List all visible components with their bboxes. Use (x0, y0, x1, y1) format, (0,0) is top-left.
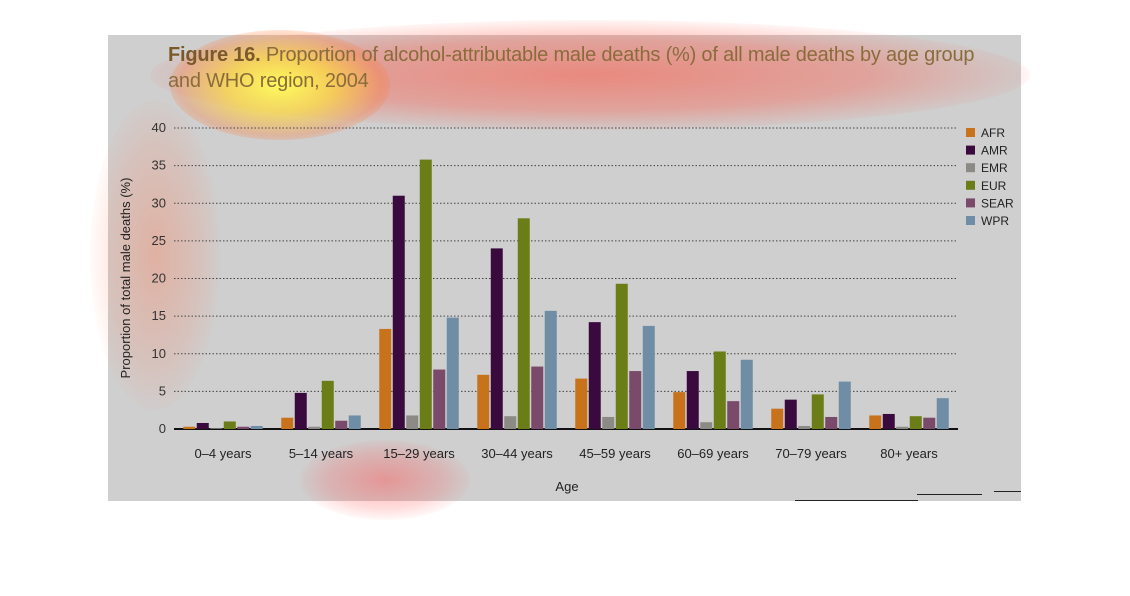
bar-amr (882, 413, 895, 429)
y-tick-label: 30 (152, 195, 166, 210)
bar-afr (575, 378, 588, 429)
bar-eur (419, 159, 432, 430)
legend-label: AFR (981, 126, 1005, 140)
bar-wpr (348, 415, 361, 429)
legend-swatch (966, 216, 975, 225)
legend-label: AMR (981, 144, 1008, 158)
figure-caption: Proportion of alcohol-attributable male … (168, 44, 975, 92)
bar-amr (490, 248, 503, 429)
bar-afr (183, 426, 196, 429)
legend-label: EUR (981, 179, 1007, 193)
legend-swatch (966, 198, 975, 208)
bar-eur (615, 283, 628, 429)
bar-emr (210, 428, 223, 429)
x-tick-label: 45–59 years (579, 446, 651, 461)
bar-amr (294, 392, 307, 429)
y-tick-label: 10 (152, 346, 166, 361)
bar-sear (237, 426, 250, 429)
y-tick-label: 15 (152, 308, 166, 323)
legend-swatch (966, 128, 975, 137)
bar-wpr (838, 381, 851, 429)
bar-amr (784, 399, 797, 429)
y-tick-label: 35 (152, 158, 166, 173)
bar-wpr (446, 317, 459, 429)
bar-eur (321, 380, 334, 429)
legend-label: WPR (981, 214, 1009, 228)
bar-sear (531, 366, 544, 429)
bar-wpr (544, 310, 557, 429)
x-tick-label: 70–79 years (775, 446, 847, 461)
legend-swatch (966, 145, 975, 155)
bar-amr (686, 371, 699, 429)
y-tick-label: 25 (152, 233, 166, 248)
figure-label: Figure 16. (168, 44, 261, 66)
bar-emr (602, 416, 615, 429)
bar-sear (629, 371, 642, 429)
x-tick-label: 0–4 years (194, 446, 252, 461)
bar-eur (223, 421, 236, 429)
bar-afr (673, 392, 686, 429)
legend-label: EMR (981, 161, 1008, 175)
bar-emr (798, 425, 811, 429)
bar-eur (517, 218, 530, 429)
legend-label: SEAR (981, 196, 1014, 210)
y-tick-label: 40 (152, 120, 166, 135)
y-tick-label: 5 (159, 383, 166, 398)
bar-afr (869, 415, 882, 429)
bar-amr (196, 422, 209, 429)
bar-sear (335, 420, 348, 429)
y-axis-label: Proportion of total male deaths (%) (118, 178, 133, 379)
bar-sear (433, 369, 446, 429)
x-axis-label: Age (555, 479, 578, 494)
bar-emr (700, 422, 713, 429)
bar-emr (308, 426, 321, 429)
chart-title: Figure 16. Proportion of alcohol-attribu… (168, 42, 988, 94)
bar-wpr (250, 425, 263, 429)
y-tick-label: 20 (152, 271, 166, 286)
x-tick-label: 15–29 years (383, 446, 455, 461)
y-tick-label: 0 (159, 421, 166, 436)
decorative-line (917, 494, 982, 495)
bar-emr (504, 416, 517, 429)
bar-sear (923, 417, 936, 429)
bar-sear (727, 401, 740, 429)
bar-eur (909, 416, 922, 429)
x-tick-label: 30–44 years (481, 446, 553, 461)
x-tick-label: 80+ years (880, 446, 938, 461)
bar-emr (896, 426, 909, 429)
decorative-line (795, 500, 918, 501)
bar-amr (588, 322, 601, 429)
bar-afr (771, 408, 784, 429)
bar-afr (379, 328, 392, 429)
bar-sear (825, 416, 838, 429)
bar-wpr (642, 325, 655, 429)
bar-eur (713, 351, 726, 429)
bar-afr (281, 417, 294, 429)
legend-swatch (966, 163, 975, 173)
legend-swatch (966, 180, 975, 190)
bar-amr (392, 195, 405, 429)
x-tick-label: 60–69 years (677, 446, 749, 461)
bar-afr (477, 374, 490, 429)
decorative-line (994, 491, 1021, 492)
bar-eur (811, 394, 824, 429)
bar-wpr (936, 398, 949, 429)
x-tick-label: 5–14 years (289, 446, 354, 461)
bar-wpr (740, 359, 753, 429)
bar-emr (406, 415, 419, 429)
